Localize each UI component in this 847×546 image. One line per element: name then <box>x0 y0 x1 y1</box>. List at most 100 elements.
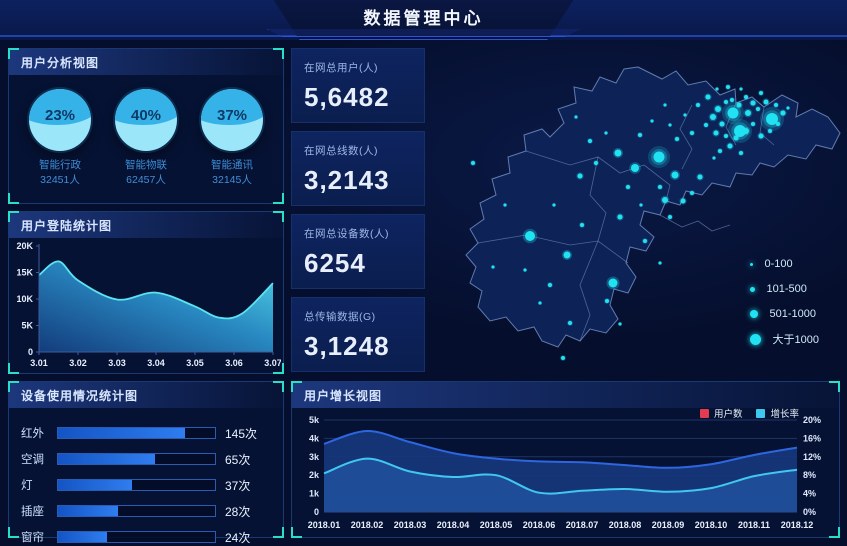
gauge-item[interactable]: 40% 智能物联 62457人 <box>106 89 186 187</box>
gauge-label: 智能行政 <box>39 159 81 171</box>
corner-bracket <box>273 211 284 222</box>
device-label: 红外 <box>21 428 44 440</box>
gauge-count: 62457人 <box>126 173 166 186</box>
panel-title-device-usage: 设备使用情况统计图 <box>9 382 283 408</box>
svg-text:2018.10: 2018.10 <box>695 520 728 530</box>
stat-card-total-lines: 在网总线数(人) 3,2143 <box>291 131 425 206</box>
corner-bracket <box>829 381 840 392</box>
panel-title-user-growth: 用户增长视图 <box>292 382 839 408</box>
stat-value: 3,2143 <box>304 165 390 195</box>
device-bar-row[interactable]: 灯 37次 <box>21 472 271 498</box>
device-bar-row[interactable]: 空调 65次 <box>21 446 271 472</box>
legend-item-users[interactable]: 用户数 <box>699 406 742 420</box>
svg-text:0: 0 <box>314 507 319 517</box>
svg-text:8%: 8% <box>803 470 816 480</box>
device-value: 145次 <box>225 426 258 441</box>
corner-bracket <box>8 211 19 222</box>
svg-text:3k: 3k <box>309 452 320 462</box>
bar-track <box>57 479 216 491</box>
stat-label: 总传输数据(G) <box>304 311 376 323</box>
svg-text:2018.03: 2018.03 <box>394 520 427 530</box>
svg-text:0%: 0% <box>803 507 816 517</box>
gauge-item[interactable]: 23% 智能行政 32451人 <box>20 89 100 187</box>
svg-text:5K: 5K <box>21 321 33 331</box>
svg-text:3.06: 3.06 <box>225 358 243 368</box>
corner-bracket <box>273 363 284 374</box>
map-legend-item[interactable]: 0-100 <box>749 257 819 271</box>
bubble-size-icon <box>749 333 761 345</box>
svg-text:2k: 2k <box>309 470 320 480</box>
svg-text:2018.06: 2018.06 <box>523 520 556 530</box>
svg-text:2018.09: 2018.09 <box>652 520 685 530</box>
bar-track <box>57 453 216 465</box>
svg-text:4k: 4k <box>309 433 320 443</box>
header-bar: 数据管理中心 <box>0 0 847 40</box>
bar-fill <box>58 428 186 438</box>
svg-text:2018.07: 2018.07 <box>566 520 599 530</box>
svg-text:10K: 10K <box>16 294 33 304</box>
gauge-count: 32451人 <box>40 173 80 186</box>
svg-text:3.05: 3.05 <box>186 358 204 368</box>
map-legend-item[interactable]: 大于1000 <box>749 332 819 346</box>
device-bar-row[interactable]: 红外 145次 <box>21 420 271 446</box>
svg-text:3.01: 3.01 <box>30 358 48 368</box>
device-value: 65次 <box>225 452 251 467</box>
corner-bracket <box>273 193 284 204</box>
device-label: 空调 <box>21 454 44 466</box>
gauge-item[interactable]: 37% 智能通讯 32145人 <box>192 89 272 187</box>
corner-bracket <box>8 381 19 392</box>
bar-track <box>57 427 216 439</box>
device-bar-row[interactable]: 插座 28次 <box>21 498 271 524</box>
device-bar-row[interactable]: 窗帘 24次 <box>21 524 271 546</box>
bubble-size-icon <box>749 310 758 318</box>
svg-text:2018.08: 2018.08 <box>609 520 642 530</box>
liquid-gauge: 37% <box>201 89 263 151</box>
map-legend-item[interactable]: 101-500 <box>749 282 819 296</box>
svg-text:12%: 12% <box>803 452 821 462</box>
map-legend-item[interactable]: 501-1000 <box>749 307 819 321</box>
login-area-chart[interactable]: 0 5K 10K 15K 20K 3.01 3.02 3.03 3.04 3.05 3.06 3.07 <box>9 238 281 371</box>
corner-bracket <box>273 527 284 538</box>
bar-track <box>57 531 216 543</box>
panel-title-user-analysis: 用户分析视图 <box>9 49 283 75</box>
svg-text:2018.12: 2018.12 <box>781 520 814 530</box>
corner-bracket <box>273 48 284 59</box>
device-bar-list: 红外 145次 空调 65次 灯 37次 插座 28次 窗帘 <box>9 408 283 546</box>
corner-bracket <box>273 381 284 392</box>
stat-card-total-devices: 在网总设备数(人) 6254 <box>291 214 425 289</box>
bubble-size-icon <box>749 286 755 292</box>
device-label: 窗帘 <box>21 532 44 544</box>
panel-login-stats: 用户登陆统计图 0 5K 10K 15K 20K 3.01 3.02 3.03 3.04 3.05… <box>8 211 284 374</box>
growth-legend: 用户数 增长率 <box>699 406 799 420</box>
stat-value: 3,1248 <box>304 331 390 361</box>
bar-track <box>57 505 216 517</box>
corner-bracket <box>291 381 302 392</box>
svg-text:15K: 15K <box>16 268 33 278</box>
svg-text:2018.05: 2018.05 <box>480 520 513 530</box>
gauge-percent: 37% <box>216 107 248 124</box>
gauge-label: 智能物联 <box>125 159 167 171</box>
corner-bracket <box>8 527 19 538</box>
corner-bracket <box>8 48 19 59</box>
bar-fill <box>58 532 107 542</box>
legend-item-growth-rate[interactable]: 增长率 <box>756 406 799 420</box>
svg-text:1k: 1k <box>309 489 320 499</box>
svg-text:0: 0 <box>28 347 33 357</box>
gauge-percent: 40% <box>130 107 162 124</box>
stat-card-total-data: 总传输数据(G) 3,1248 <box>291 297 425 372</box>
svg-text:3.07: 3.07 <box>264 358 281 368</box>
svg-text:2018.11: 2018.11 <box>738 520 770 530</box>
gauge-count: 32145人 <box>212 173 252 186</box>
growth-area-chart[interactable]: 0 0% 1k 4% 2k 8% 3k 12% 4k 16% 5k 20% 2018.01 2018.02… <box>292 410 837 536</box>
svg-text:5k: 5k <box>309 415 320 425</box>
corner-bracket <box>291 527 302 538</box>
corner-bracket <box>8 193 19 204</box>
region-bubble-map[interactable]: 0-100 101-500 501-1000 大于1000 <box>430 45 847 375</box>
bar-fill <box>58 454 156 464</box>
stat-label: 在网总设备数(人) <box>304 228 389 240</box>
svg-text:2018.04: 2018.04 <box>437 520 470 530</box>
legend-swatch-red <box>699 408 709 418</box>
page-title: 数据管理中心 <box>363 9 484 28</box>
liquid-gauge: 40% <box>115 89 177 151</box>
